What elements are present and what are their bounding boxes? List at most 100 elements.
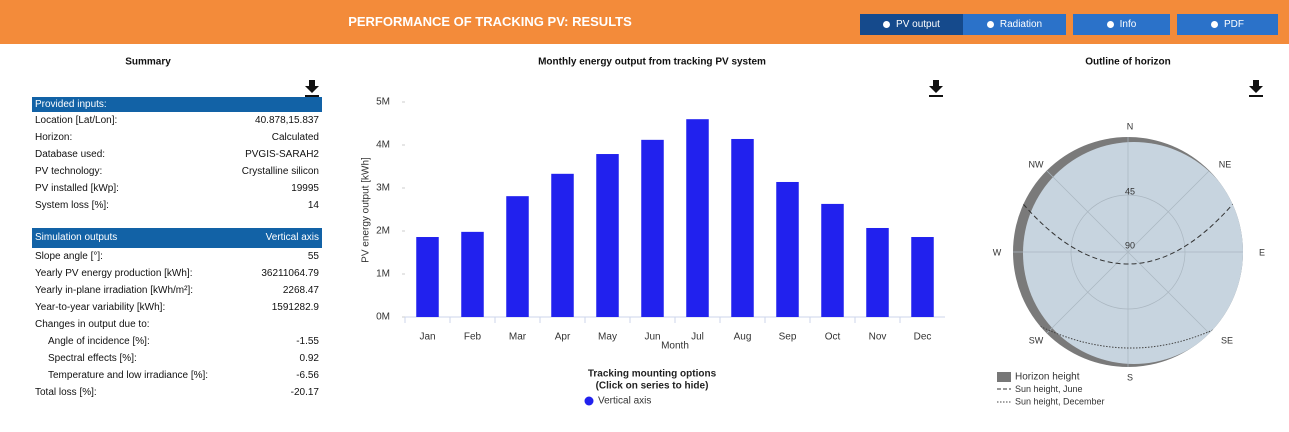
x-tick-label: Oct: [825, 332, 841, 343]
row-value: 14: [307, 200, 319, 211]
button-icon: [986, 21, 994, 28]
table-row: System loss [%]: 14: [32, 197, 322, 214]
bar: [551, 173, 574, 317]
row-label: PV installed [kWp]:: [35, 183, 119, 194]
ring-label: 90: [1125, 240, 1135, 250]
header-button[interactable]: PDF: [1177, 14, 1278, 35]
row-value: 1591282.9: [271, 302, 319, 313]
direction-label: NW: [1029, 159, 1044, 169]
row-value: 0.92: [299, 353, 319, 364]
y-tick-label: 0M: [376, 312, 390, 323]
table-row: Total loss [%]: -20.17: [32, 384, 322, 401]
button-icon: [883, 21, 891, 28]
direction-label: E: [1259, 247, 1265, 257]
row-value: Calculated: [271, 132, 319, 143]
row-label: Location [Lat/Lon]:: [35, 115, 118, 126]
row-value: 55: [307, 251, 319, 262]
header-button[interactable]: Radiation: [963, 14, 1066, 35]
y-tick-label: 3M: [376, 183, 390, 194]
horizon-plot: [997, 137, 1243, 403]
bar: [596, 154, 619, 317]
button-label: PV output: [896, 19, 940, 30]
y-tick-label: 1M: [376, 269, 390, 280]
y-tick-label: 2M: [376, 226, 390, 237]
y-tick-label: 5M: [376, 97, 390, 108]
legend-marker: [584, 396, 594, 406]
row-label: Spectral effects [%]:: [48, 353, 137, 364]
table-row: Database used: PVGIS-SARAH2: [32, 146, 322, 163]
row-value: 36211064.79: [261, 268, 319, 279]
bar: [641, 139, 664, 317]
section-heading: Provided inputs:: [32, 97, 322, 112]
table-row: PV installed [kWp]: 19995: [32, 180, 322, 197]
column-heading: Vertical axis: [265, 232, 319, 243]
button-label: Radiation: [999, 19, 1043, 30]
table-row: Year-to-year variability [kWh]: 1591282.9: [32, 299, 322, 316]
horizon-title: Outline of horizon: [1085, 57, 1171, 68]
table-row: Location [Lat/Lon]: 40.878,15.837: [32, 112, 322, 129]
direction-label: SE: [1221, 335, 1233, 345]
row-value: Crystalline silicon: [241, 166, 319, 177]
page-title: PERFORMANCE OF TRACKING PV: RESULTS: [348, 14, 632, 29]
x-tick-label: Jul: [691, 332, 704, 343]
horizon-legend-label: Sun height, December: [1015, 396, 1105, 406]
bar: [686, 119, 709, 317]
row-label: PV technology:: [35, 166, 103, 177]
legend-label: Vertical axis: [598, 396, 651, 407]
direction-label: NE: [1219, 159, 1232, 169]
summary-table: Provided inputs: Location [Lat/Lon]: 40.87…: [32, 97, 322, 401]
row-label: Horizon:: [35, 132, 73, 143]
direction-label: S: [1127, 372, 1133, 382]
x-tick-label: Nov: [869, 332, 887, 343]
y-tick-label: 4M: [376, 140, 390, 151]
button-icon: [1106, 21, 1114, 28]
x-tick-label: May: [598, 332, 617, 343]
button-icon: [1211, 21, 1218, 28]
chart-title: Monthly energy output from tracking PV s…: [538, 57, 766, 68]
header-button[interactable]: Info: [1073, 14, 1170, 35]
row-value: PVGIS-SARAH2: [245, 149, 319, 160]
bar: [776, 181, 799, 317]
x-tick-label: Feb: [464, 332, 482, 343]
legend-title: Tracking mounting options: [588, 369, 717, 380]
row-label: System loss [%]:: [35, 200, 109, 211]
x-tick-label: Aug: [734, 332, 752, 343]
bar: [731, 138, 754, 317]
direction-label: SW: [1029, 335, 1044, 345]
summary-title: Summary: [125, 57, 171, 68]
legend-note: (Click on series to hide): [596, 381, 709, 392]
direction-label: N: [1127, 121, 1134, 131]
bar: [821, 203, 844, 317]
header-bar: PERFORMANCE OF TRACKING PV: RESULTS PV o…: [0, 0, 1289, 44]
row-value: 2268.47: [282, 285, 319, 296]
row-label: Yearly in-plane irradiation [kWh/m²]:: [35, 285, 194, 296]
row-value: 40.878,15.837: [255, 115, 319, 126]
horizon-legend-label: Horizon height: [1015, 372, 1080, 383]
row-label: Angle of incidence [%]:: [48, 336, 150, 347]
header-button[interactable]: PV output: [860, 14, 963, 35]
table-row: Temperature and low irradiance [%]: -6.56: [32, 367, 322, 384]
row-label: Database used:: [35, 149, 106, 160]
bar: [911, 237, 934, 317]
row-label: Slope angle [°]:: [35, 251, 103, 262]
row-value: 19995: [291, 183, 319, 194]
table-row: Changes in output due to:: [32, 316, 322, 333]
x-tick-label: Jan: [419, 332, 435, 343]
table-row: Horizon: Calculated: [32, 129, 322, 146]
bar: [416, 237, 439, 317]
heading-text: Provided inputs:: [35, 99, 107, 110]
row-value: -6.56: [296, 370, 319, 381]
bar: [866, 227, 889, 317]
x-axis-label: Month: [661, 341, 689, 352]
x-tick-label: Mar: [509, 332, 527, 343]
table-row: Slope angle [°]: 55: [32, 248, 322, 265]
download-icon: [305, 80, 1263, 97]
row-value: -1.55: [296, 336, 319, 347]
row-label: Yearly PV energy production [kWh]:: [35, 268, 193, 279]
bar: [506, 196, 529, 317]
x-tick-label: Apr: [555, 332, 571, 343]
row-label: Temperature and low irradiance [%]:: [48, 370, 209, 381]
row-label: Changes in output due to:: [35, 319, 150, 330]
section-heading: Simulation outputs Vertical axis: [32, 228, 322, 248]
